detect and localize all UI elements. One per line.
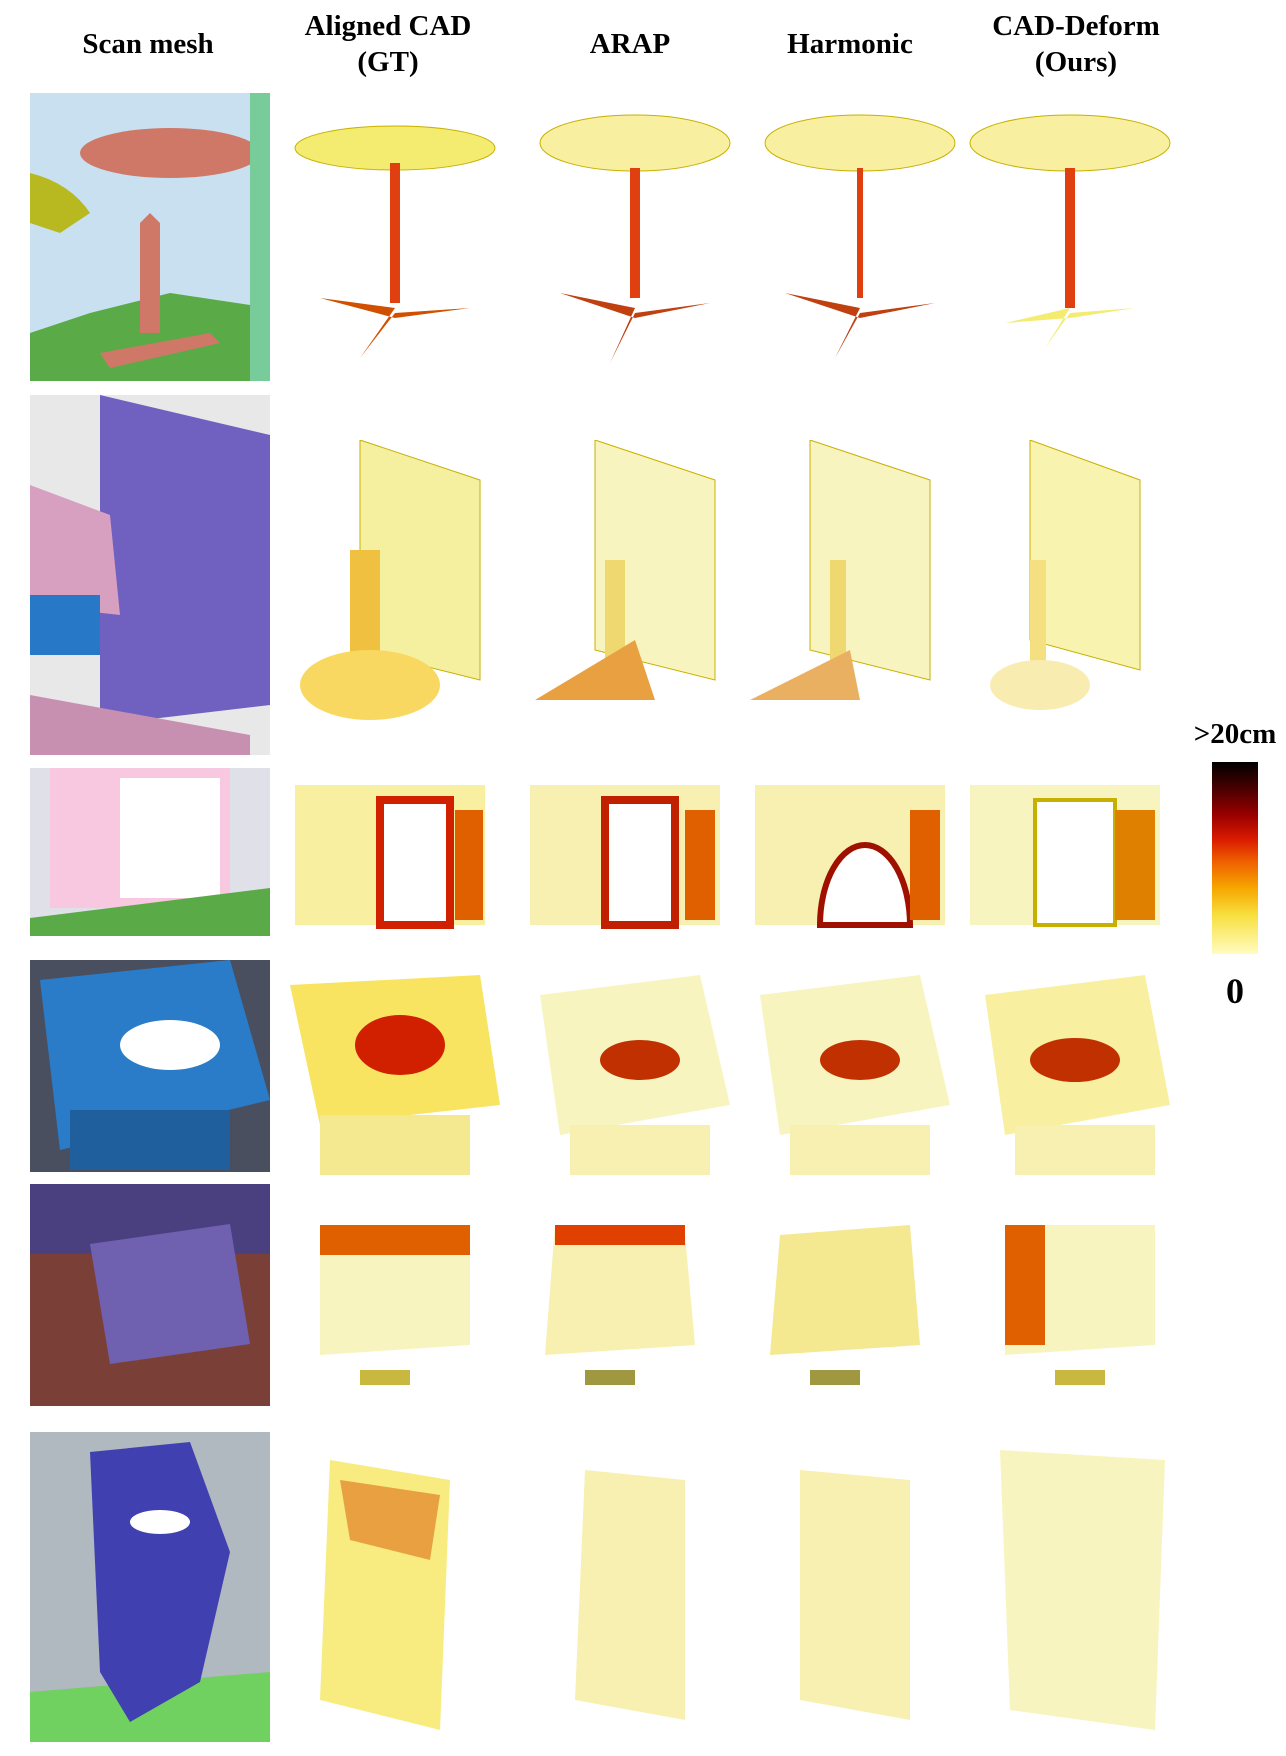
harmonic-table xyxy=(755,108,965,368)
arap-table xyxy=(530,108,740,368)
scan-mesh-monitor xyxy=(30,395,270,755)
harmonic-sink xyxy=(750,975,960,1175)
cad-gt-table xyxy=(290,108,500,368)
cad-deform-cabinet xyxy=(965,780,1165,930)
error-colorbar xyxy=(1212,762,1258,954)
cad-gt-chair xyxy=(300,1225,490,1405)
arap-bin xyxy=(535,1440,735,1745)
cad-gt-sink xyxy=(290,975,500,1175)
harmonic-bin xyxy=(760,1440,960,1745)
cad-deform-bin xyxy=(990,1440,1175,1745)
scan-mesh-cabinet xyxy=(30,768,270,936)
cad-deform-sink xyxy=(975,975,1175,1175)
colorbar-min-label: 0 xyxy=(1226,971,1244,1011)
header-arap: ARAP xyxy=(589,28,671,60)
cad-gt-bin xyxy=(290,1440,490,1745)
cad-deform-monitor xyxy=(990,440,1170,720)
cad-gt-cabinet xyxy=(290,780,490,930)
scan-mesh-bin xyxy=(30,1432,270,1742)
colorbar-max-label: >20cm xyxy=(1193,718,1277,750)
cad-gt-monitor xyxy=(300,440,500,720)
harmonic-cabinet xyxy=(750,780,950,930)
cad-deform-chair xyxy=(985,1225,1175,1405)
scan-mesh-chair xyxy=(30,1184,270,1406)
header-cad-deform: CAD-Deform (Ours) xyxy=(992,10,1160,78)
header-harmonic: Harmonic xyxy=(787,28,913,60)
arap-cabinet xyxy=(525,780,725,930)
header-scan-mesh: Scan mesh xyxy=(82,28,214,60)
harmonic-chair xyxy=(750,1225,940,1405)
scan-mesh-sink xyxy=(30,960,270,1172)
arap-chair xyxy=(525,1225,715,1405)
cad-deform-table xyxy=(965,108,1175,368)
arap-sink xyxy=(530,975,740,1175)
header-aligned-cad: Aligned CAD (GT) xyxy=(304,10,472,78)
harmonic-monitor xyxy=(750,440,950,720)
scan-mesh-table xyxy=(30,93,270,381)
arap-monitor xyxy=(535,440,735,720)
